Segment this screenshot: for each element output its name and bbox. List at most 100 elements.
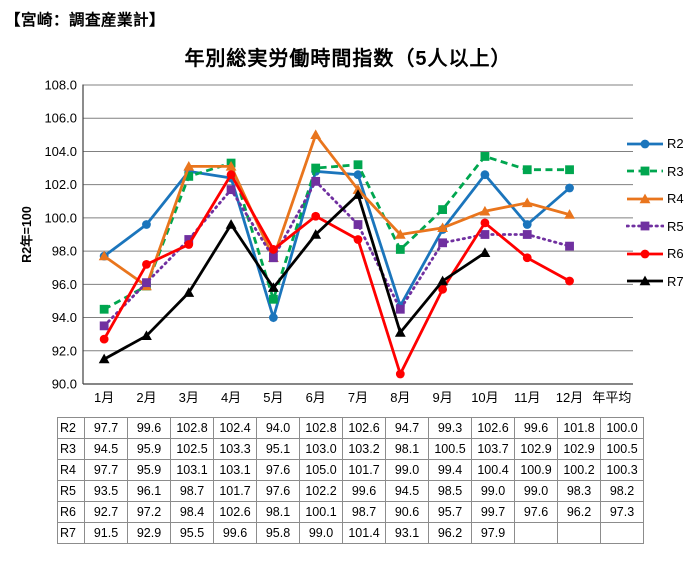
table-cell: 97.2: [127, 501, 171, 523]
row-label: R6: [57, 501, 85, 523]
row-label: R4: [57, 459, 85, 481]
y-tick-label: 104.0: [44, 144, 77, 159]
table-cell: 94.5: [385, 480, 429, 502]
series-R4: [98, 129, 575, 291]
series-R2-marker-circle-icon: [480, 170, 490, 180]
legend-item-R2: R2: [626, 130, 684, 158]
x-axis-label: 年平均: [592, 390, 631, 405]
table-cell: 102.6: [213, 501, 257, 523]
x-axis-label: 6月: [306, 390, 326, 405]
chart-legend: R2 R3 R4 R5 R6 R7: [626, 130, 684, 295]
x-axis-label: 3月: [179, 390, 199, 405]
table-row-R2: R2 97.7 99.6 102.8 102.4 94.0 102.8 102.6 94.7 99…: [57, 417, 644, 439]
series-R4-line: [103, 131, 570, 289]
table-cell: 103.3: [213, 438, 257, 460]
x-axis-label: 5月: [263, 390, 283, 405]
table-cell: 105.0: [299, 459, 343, 481]
y-tick-label: 98.0: [52, 244, 77, 259]
series-R3-marker-square-icon: [438, 205, 448, 214]
table-cell: 99.0: [299, 522, 343, 544]
series-R4-marker-triangle-icon: [225, 160, 237, 171]
table-cell: 98.4: [170, 501, 214, 523]
table-cell: 100.1: [299, 501, 343, 523]
table-row-R5: R5 93.5 96.1 98.7 101.7 97.6 102.2 99.6 94.5 98.5…: [57, 480, 644, 502]
series-R4-marker-triangle-icon: [352, 184, 364, 194]
legend-item-R3: R3: [626, 158, 684, 186]
series-R2-marker-circle-icon: [268, 313, 278, 322]
series-R4-marker-triangle-icon: [437, 222, 449, 233]
table-cell: 95.5: [170, 522, 214, 544]
table-cell: 95.9: [127, 438, 171, 460]
series-R5-marker-square-icon: [640, 221, 650, 231]
series-R3-marker-square-icon: [353, 160, 363, 170]
series-R6-marker-circle-icon: [395, 369, 405, 379]
table-cell: 100.5: [428, 438, 472, 460]
series-R6-marker-circle-icon: [522, 253, 532, 263]
series-R3-marker-square-icon: [395, 245, 405, 254]
table-cell: 100.2: [557, 459, 601, 481]
legend-key-R4: [627, 193, 663, 203]
table-cell: 90.6: [385, 501, 429, 523]
table-cell: 102.9: [557, 438, 601, 460]
series-R4-marker-triangle-icon: [183, 160, 195, 171]
table-row-R4: R4 97.7 95.9 103.1 103.1 97.6 105.0 101.7 99.0 99…: [57, 459, 644, 481]
table-cell: 94.7: [385, 417, 429, 439]
table-cell: 95.8: [256, 522, 300, 544]
table-cell: 97.9: [471, 522, 515, 544]
series-R5-line: [102, 178, 571, 328]
y-axis-title: R2年=100: [19, 206, 34, 263]
series-R5-marker-square-icon: [268, 253, 278, 263]
x-axis-label: 1月: [94, 390, 114, 405]
series-R2-line: [103, 169, 571, 323]
series-R6-marker-circle-icon: [480, 218, 490, 228]
x-axis-label: 12月: [556, 390, 583, 405]
table-cell: 99.0: [514, 480, 558, 502]
table-cell: 95.1: [256, 438, 300, 460]
x-axis-label: 10月: [471, 390, 498, 405]
table-cell: 96.2: [428, 522, 472, 544]
table-cell: 92.9: [127, 522, 171, 544]
table-cell: 103.1: [170, 459, 214, 481]
table-cell: 92.7: [84, 501, 128, 523]
series-R6: [99, 170, 574, 379]
series-R7-marker-triangle-icon: [394, 327, 406, 337]
table-cell: 99.0: [385, 459, 429, 481]
series-R4-marker-triangle-icon: [310, 129, 322, 140]
legend-key-R3: [627, 166, 663, 176]
table-cell: [557, 522, 601, 544]
series-R3-marker-square-icon: [184, 171, 194, 181]
legend-label: R5: [667, 218, 684, 234]
x-axis-label: 11月: [514, 390, 541, 405]
legend-item-R4: R4: [626, 185, 684, 213]
series-R2-marker-circle-icon: [640, 139, 650, 149]
table-cell: 102.9: [514, 438, 558, 460]
series-R7-marker-triangle-icon: [141, 330, 152, 341]
table-cell: 99.6: [127, 417, 171, 439]
table-cell-annual-mean: 100.0: [600, 417, 644, 439]
series-R7: [98, 189, 491, 364]
series-R5-marker-square-icon: [142, 278, 151, 288]
table-cell: 100.4: [471, 459, 515, 481]
series-R5-marker-square-icon: [226, 185, 236, 195]
series-R7-marker-triangle-icon: [479, 247, 491, 257]
table-cell: 102.4: [213, 417, 257, 439]
x-axis-label: 2月: [136, 390, 156, 405]
table-cell: 94.5: [84, 438, 128, 460]
y-tick-label: 90.0: [52, 377, 77, 392]
table-cell: 98.1: [385, 438, 429, 460]
table-cell: 99.6: [514, 417, 558, 439]
row-label: R7: [57, 522, 85, 544]
legend-label: R6: [667, 246, 684, 262]
table-cell: 101.4: [342, 522, 386, 544]
table-cell: 103.7: [471, 438, 515, 460]
series-R5-marker-square-icon: [565, 241, 574, 251]
table-cell: 102.6: [342, 417, 386, 439]
chart-title: 年別総実労働時間指数（5人以上）: [184, 48, 512, 70]
series-R4-marker-triangle-icon: [479, 205, 491, 216]
series-R3: [99, 152, 574, 314]
series-R7-marker-triangle-icon: [98, 353, 110, 364]
row-label: R5: [57, 480, 85, 502]
table-cell: 102.6: [471, 417, 515, 439]
series-R3-marker-square-icon: [311, 163, 321, 173]
legend-item-R6: R6: [626, 240, 684, 268]
